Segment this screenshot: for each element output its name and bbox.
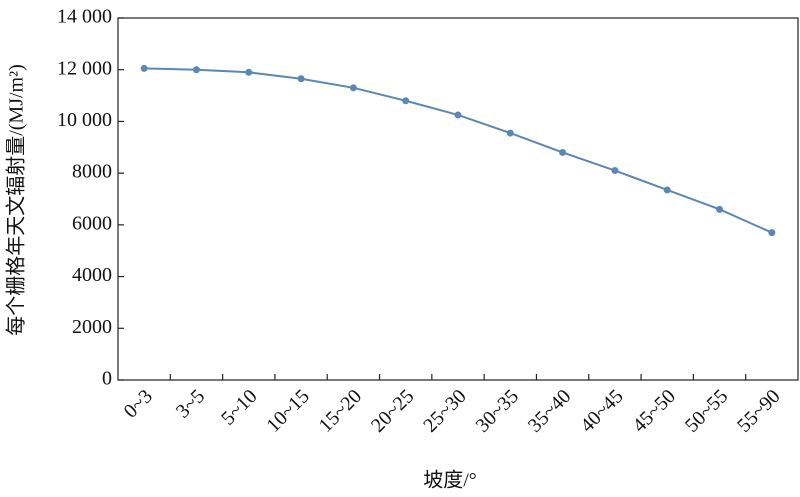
data-point: [402, 97, 410, 105]
data-point: [140, 64, 148, 72]
x-axis-label: 坡度/°: [423, 469, 477, 492]
data-point: [454, 111, 462, 119]
plot-frame: [117, 17, 799, 381]
x-tick-label: 40~45: [576, 385, 627, 436]
y-tick-label: 4000: [72, 264, 112, 286]
x-tick-label: 45~50: [629, 385, 680, 436]
y-tick-label: 2000: [72, 316, 112, 338]
x-tick-label: 30~35: [472, 385, 523, 436]
x-tick-label: 10~15: [262, 385, 313, 436]
y-axis-label: 每个栅格年天文辐射量/(MJ/m²): [5, 64, 28, 336]
x-tick-label: 25~30: [419, 385, 470, 436]
x-tick-label: 15~20: [315, 385, 366, 436]
data-point: [768, 229, 776, 237]
y-tick-label: 6000: [72, 212, 112, 234]
y-tick-label: 8000: [72, 161, 112, 183]
data-point: [611, 167, 619, 175]
data-line: [144, 67, 773, 234]
data-point: [245, 68, 253, 76]
data-point: [349, 84, 357, 92]
x-tick-label: 5~10: [217, 385, 261, 429]
x-tick-label: 3~5: [172, 385, 209, 422]
y-tick-label: 14 000: [57, 6, 112, 28]
x-tick-label: 35~40: [524, 385, 575, 436]
y-tick-label: 12 000: [57, 57, 112, 79]
y-tick-label: 10 000: [57, 109, 112, 131]
data-point: [506, 129, 514, 137]
data-point: [559, 148, 567, 156]
data-point: [192, 66, 200, 74]
y-tick-label: 0: [102, 368, 112, 390]
x-tick-label: 50~55: [681, 385, 732, 436]
x-tick-label: 20~25: [367, 385, 418, 436]
data-point: [663, 186, 671, 194]
x-tick-label: 0~3: [120, 385, 157, 422]
x-tick-label: 55~90: [733, 385, 784, 436]
data-point: [297, 75, 305, 83]
data-point: [716, 205, 724, 213]
